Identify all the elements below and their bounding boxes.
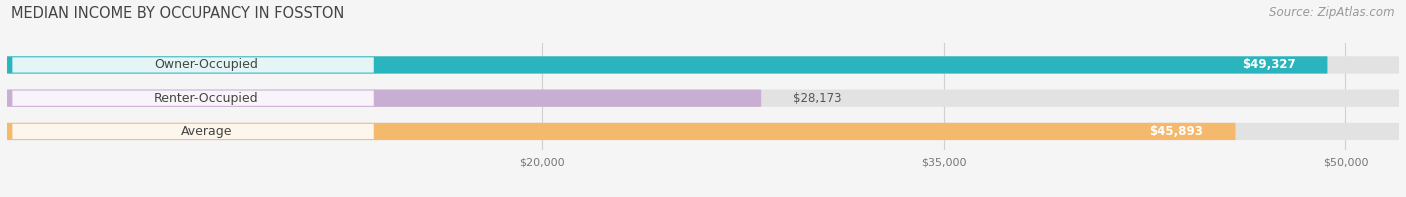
- FancyBboxPatch shape: [13, 124, 374, 139]
- FancyBboxPatch shape: [7, 90, 1399, 107]
- Text: Source: ZipAtlas.com: Source: ZipAtlas.com: [1270, 6, 1395, 19]
- FancyBboxPatch shape: [7, 123, 1399, 140]
- Text: $49,327: $49,327: [1241, 59, 1295, 72]
- FancyBboxPatch shape: [7, 123, 1236, 140]
- Text: $28,173: $28,173: [793, 92, 842, 105]
- Text: MEDIAN INCOME BY OCCUPANCY IN FOSSTON: MEDIAN INCOME BY OCCUPANCY IN FOSSTON: [11, 6, 344, 21]
- FancyBboxPatch shape: [13, 57, 374, 73]
- FancyBboxPatch shape: [7, 90, 761, 107]
- Text: Renter-Occupied: Renter-Occupied: [155, 92, 259, 105]
- Text: Owner-Occupied: Owner-Occupied: [155, 59, 259, 72]
- Text: $45,893: $45,893: [1150, 125, 1204, 138]
- FancyBboxPatch shape: [13, 91, 374, 106]
- FancyBboxPatch shape: [7, 56, 1399, 74]
- FancyBboxPatch shape: [7, 56, 1327, 74]
- Text: Average: Average: [181, 125, 232, 138]
